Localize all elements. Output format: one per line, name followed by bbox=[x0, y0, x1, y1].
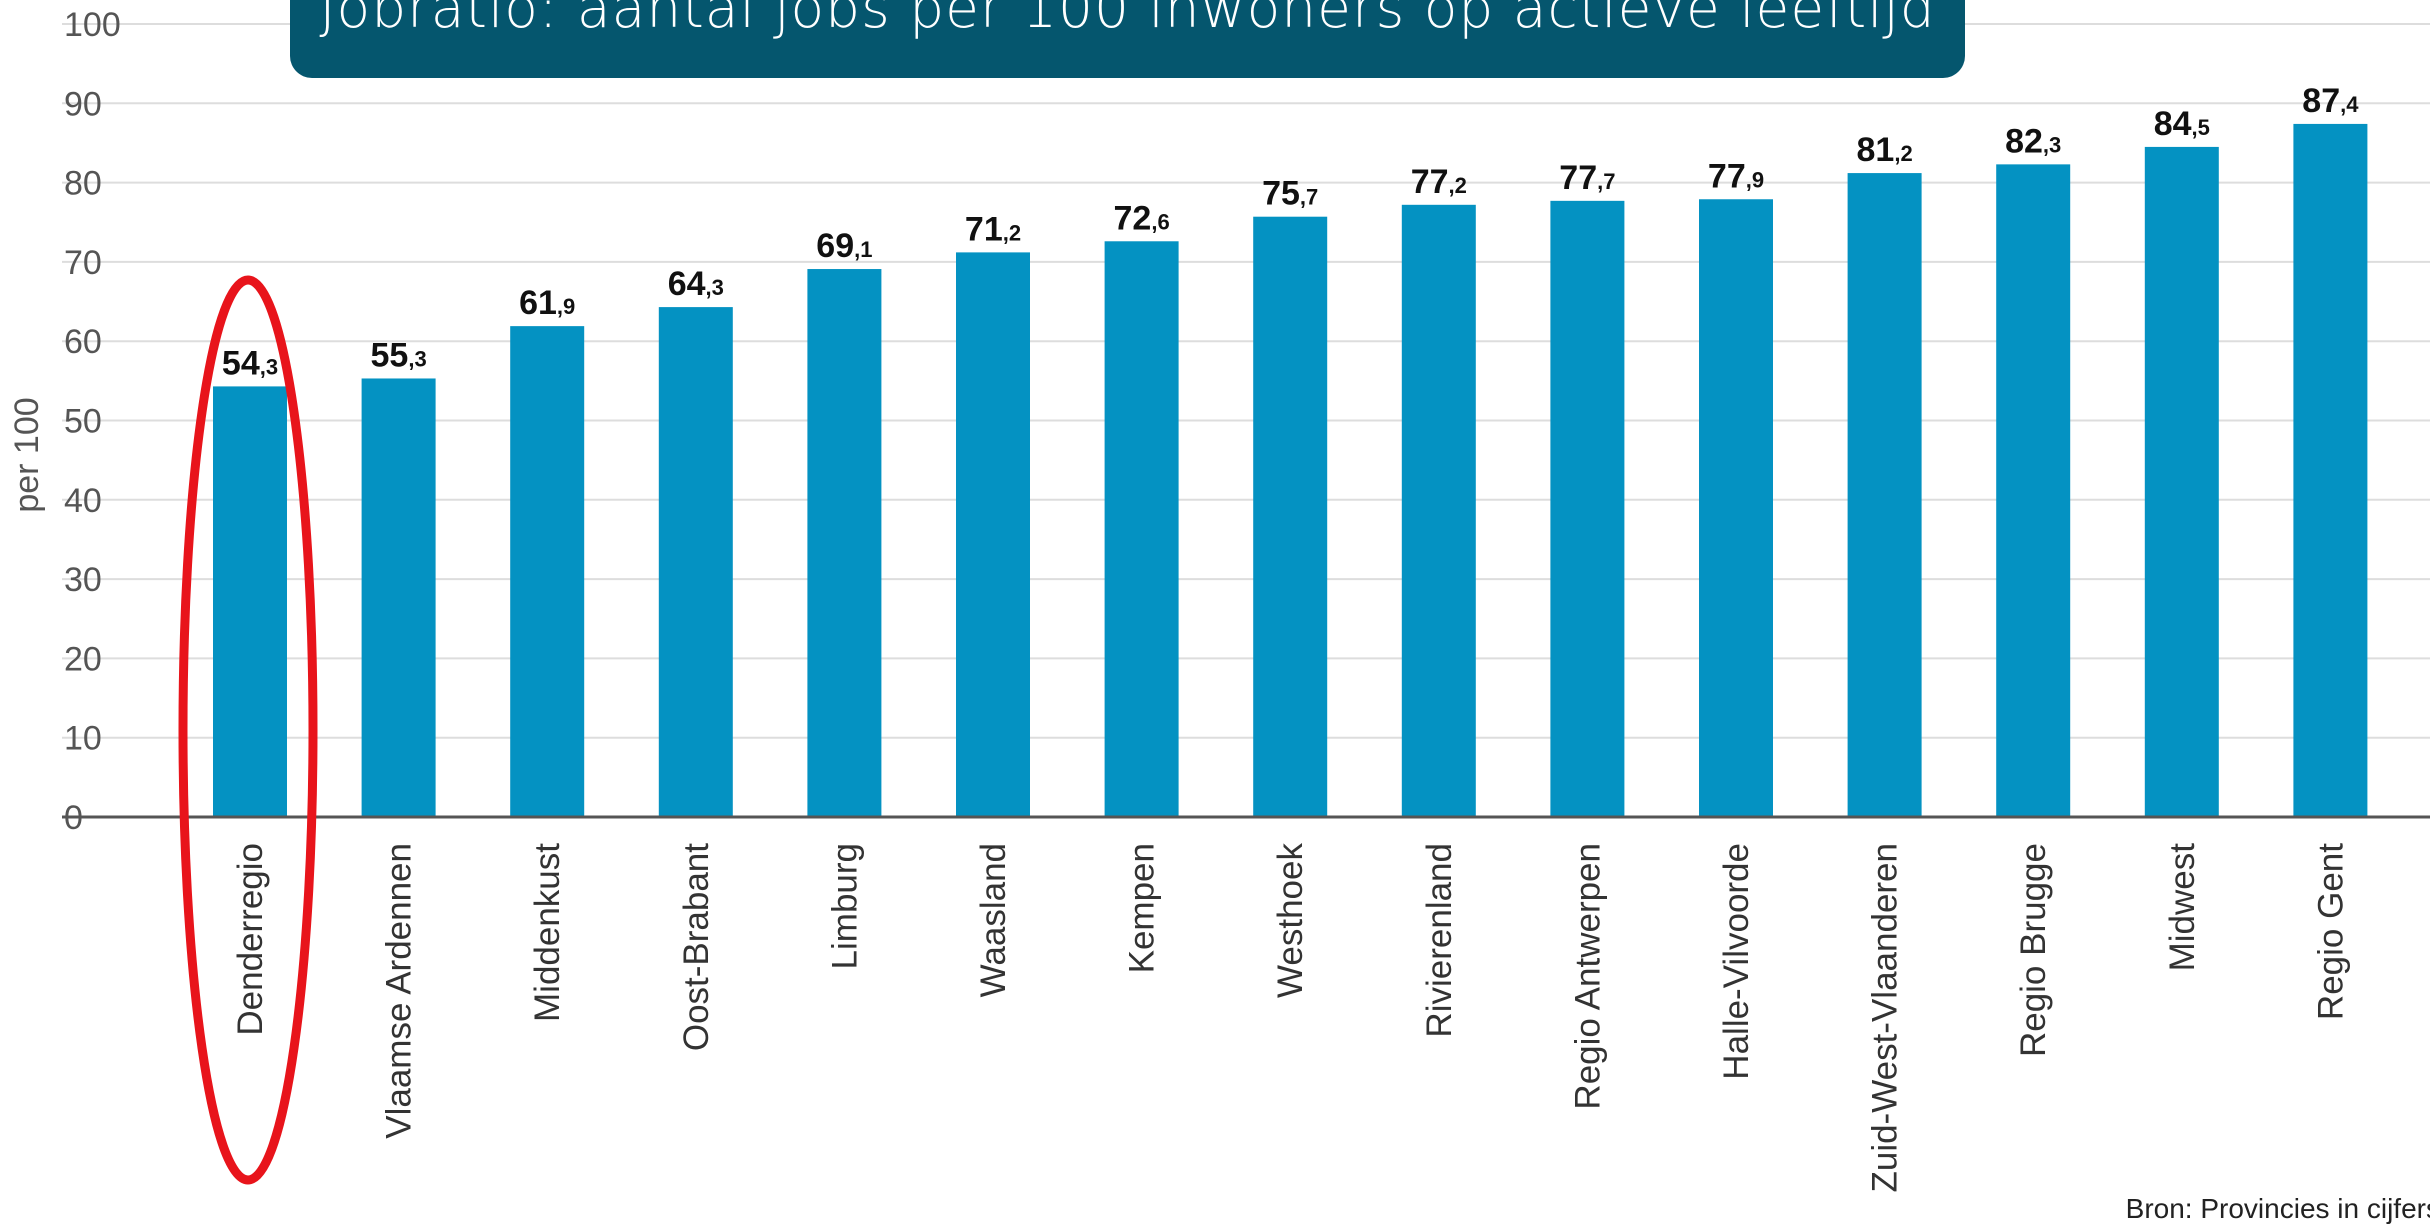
data-label: 55,3 bbox=[371, 336, 427, 374]
chart-title: Jobratio: aantal jobs per 100 inwoners o… bbox=[319, 0, 1936, 40]
data-labels: 54,3 55,3 61,9 64,3 69,1 71,2 72,6 75,7 77,2 77,7… bbox=[222, 82, 2359, 382]
bar bbox=[807, 269, 882, 817]
bar bbox=[1699, 199, 1773, 818]
bar bbox=[361, 378, 436, 817]
y-tick-label: 40 bbox=[64, 482, 102, 520]
y-tick-label: 70 bbox=[64, 244, 102, 282]
bar bbox=[2144, 146, 2219, 818]
x-axis-ticks: Denderregio Vlaamse Ardennen Middenkust Oos… bbox=[231, 843, 2350, 1193]
data-label: 84,5 bbox=[2154, 105, 2210, 143]
x-tick-label: Oost-Brabant bbox=[677, 843, 716, 1051]
data-label: 77,7 bbox=[1559, 159, 1615, 197]
data-label: 71,2 bbox=[965, 210, 1021, 248]
bar bbox=[1847, 173, 1922, 818]
y-tick-label: 90 bbox=[64, 85, 102, 123]
bar bbox=[510, 326, 585, 817]
x-tick-label: Middenkust bbox=[528, 843, 567, 1022]
data-label: 69,1 bbox=[816, 227, 872, 265]
y-tick-label: 30 bbox=[64, 561, 102, 599]
data-label: 81,2 bbox=[1857, 131, 1913, 169]
highlight-ellipse bbox=[178, 275, 318, 1185]
x-tick-label: Limburg bbox=[825, 843, 864, 969]
data-label: 54,3 bbox=[222, 344, 278, 382]
x-tick-label: Waasland bbox=[974, 843, 1013, 997]
data-label: 75,7 bbox=[1262, 175, 1318, 213]
y-tick-label: 100 bbox=[64, 6, 121, 44]
data-label: 87,4 bbox=[2302, 82, 2359, 120]
y-axis-ticks: 0102030405060708090100 bbox=[64, 6, 121, 837]
bar bbox=[1104, 241, 1179, 818]
y-tick-label: 60 bbox=[64, 323, 102, 361]
bar bbox=[1401, 204, 1476, 817]
data-label: 72,6 bbox=[1114, 199, 1170, 237]
bar bbox=[1996, 164, 2071, 818]
x-tick-label: Regio Gent bbox=[2311, 843, 2350, 1020]
bar bbox=[1550, 200, 1625, 818]
y-axis-label: per 100 bbox=[8, 397, 46, 512]
data-label: 61,9 bbox=[519, 284, 575, 322]
source-note: Bron: Provincies in cijfers bbox=[2125, 1193, 2430, 1224]
bar bbox=[213, 386, 287, 817]
y-tick-label: 50 bbox=[64, 403, 102, 441]
bars bbox=[213, 123, 2368, 818]
title-banner: Jobratio: aantal jobs per 100 inwoners o… bbox=[290, 0, 1965, 78]
x-tick-label: Regio Brugge bbox=[2014, 843, 2053, 1057]
x-tick-label: Regio Antwerpen bbox=[1568, 843, 1607, 1110]
x-tick-label: Kempen bbox=[1123, 843, 1162, 973]
y-tick-label: 20 bbox=[64, 640, 102, 678]
y-tick-label: 10 bbox=[64, 720, 102, 758]
bar bbox=[658, 307, 733, 817]
x-tick-label: Midwest bbox=[2163, 843, 2202, 972]
y-tick-label: 80 bbox=[64, 165, 102, 203]
bar bbox=[956, 252, 1030, 817]
x-tick-label: Zuid-West-Vlaanderen bbox=[1866, 843, 1905, 1193]
x-tick-label: Halle-Vilvoorde bbox=[1717, 843, 1756, 1080]
x-tick-label: Vlaamse Ardennen bbox=[380, 843, 419, 1139]
x-tick-label: Rivierenland bbox=[1420, 843, 1459, 1038]
data-label: 64,3 bbox=[668, 265, 724, 303]
grid-lines bbox=[62, 23, 2430, 739]
data-label: 77,9 bbox=[1708, 157, 1764, 195]
data-label: 77,2 bbox=[1411, 163, 1467, 201]
bar bbox=[2293, 123, 2368, 818]
x-tick-label: Denderregio bbox=[231, 843, 270, 1036]
x-tick-label: Westhoek bbox=[1271, 843, 1310, 998]
bar bbox=[1253, 216, 1328, 818]
data-label: 82,3 bbox=[2005, 122, 2061, 160]
